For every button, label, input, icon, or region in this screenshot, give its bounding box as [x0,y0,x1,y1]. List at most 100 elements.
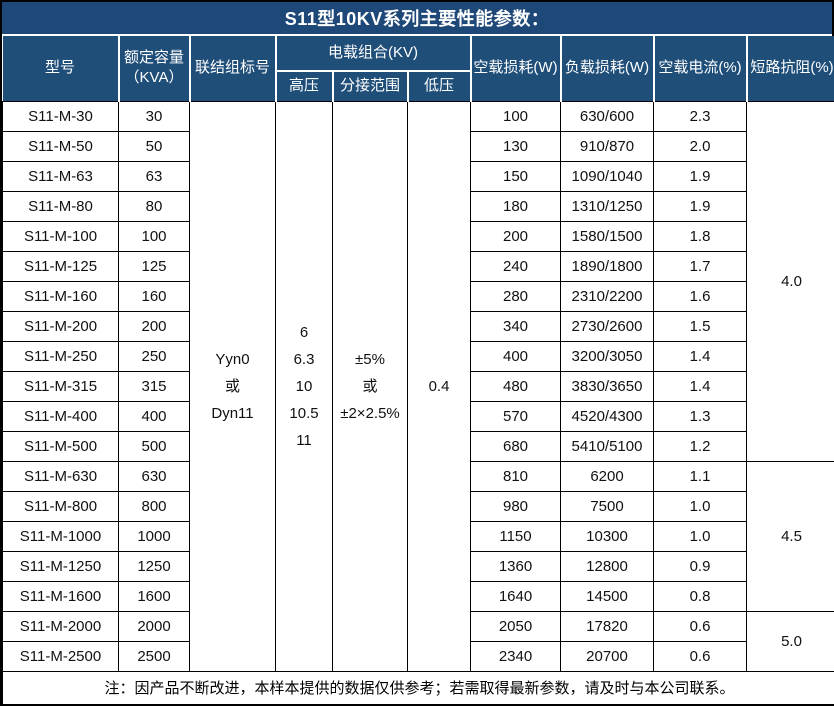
col-header-no-load-current: 空载电流(%) [652,36,748,102]
cell-no-load-current: 2.0 [653,130,747,162]
cell-no-load-loss: 980 [470,490,561,522]
cell-no-load-current: 1.9 [653,190,747,222]
cell-load-loss: 2730/2600 [560,310,654,342]
col-header-capacity: 额定容量 （KVA） [117,36,191,102]
cell-model: S11-M-100 [2,220,119,252]
cell-no-load-loss: 480 [470,370,561,402]
cell-no-load-loss: 2050 [470,610,561,642]
col-header-load-group: 电载组合(KV) [274,36,472,72]
cell-no-load-loss: 810 [470,460,561,492]
cell-no-load-current: 0.6 [653,610,747,642]
cell-no-load-current: 2.3 [653,100,747,132]
cell-no-load-loss: 1150 [470,520,561,552]
table-row: S11-M-200 200 340 2730/2600 1.5 [2,310,834,342]
table-body: S11-M-30 30 Yyn0 或 Dyn11 6 6.3 10 10.5 11 ±5… [2,100,834,672]
cell-no-load-current: 1.5 [653,310,747,342]
table-row: S11-M-1600 1600 1640 14500 0.8 [2,580,834,612]
cell-load-loss: 3830/3650 [560,370,654,402]
col-header-no-load-loss: 空载损耗(W) [469,36,562,102]
cell-capacity: 1600 [118,580,190,612]
table-row: S11-M-80 80 180 1310/1250 1.9 [2,190,834,222]
cell-no-load-current: 0.6 [653,640,747,672]
cell-no-load-loss: 570 [470,400,561,432]
cell-model: S11-M-1250 [2,550,119,582]
cell-capacity: 500 [118,430,190,462]
cell-no-load-current: 1.4 [653,340,747,372]
cell-no-load-current: 0.8 [653,580,747,612]
cell-load-loss: 1090/1040 [560,160,654,192]
cell-capacity: 630 [118,460,190,492]
cell-capacity: 315 [118,370,190,402]
table-row: S11-M-400 400 570 4520/4300 1.3 [2,400,834,432]
cell-model: S11-M-1600 [2,580,119,612]
cell-no-load-loss: 100 [470,100,561,132]
cell-load-loss: 1310/1250 [560,190,654,222]
cell-no-load-current: 1.3 [653,400,747,432]
cell-load-loss: 910/870 [560,130,654,162]
cell-no-load-current: 1.4 [653,370,747,402]
cell-load-loss: 5410/5100 [560,430,654,462]
cell-connection: Yyn0 或 Dyn11 [189,100,276,672]
col-header-short-circuit: 短路抗阻(%) [745,36,834,102]
cell-no-load-current: 1.0 [653,520,747,552]
cell-model: S11-M-2500 [2,640,119,672]
table-header: 型号 额定容量 （KVA） 联结组标号 电载组合(KV) 空载损耗(W) 负载损… [2,36,834,102]
table-row: S11-M-2000 2000 2050 17820 0.6 5.0 [2,610,834,672]
table-row: S11-M-2500 2500 2340 20700 0.6 [2,640,834,672]
cell-capacity: 400 [118,400,190,432]
col-header-model: 型号 [2,36,120,102]
cell-no-load-current: 1.6 [653,280,747,312]
cell-no-load-current: 1.7 [653,250,747,282]
cell-no-load-current: 1.8 [653,220,747,252]
cell-no-load-current: 1.0 [653,490,747,522]
cell-hv: 6 6.3 10 10.5 11 [275,100,333,672]
cell-capacity: 63 [118,160,190,192]
cell-no-load-loss: 240 [470,250,561,282]
cell-load-loss: 630/600 [560,100,654,132]
cell-load-loss: 4520/4300 [560,400,654,432]
cell-no-load-current: 0.9 [653,550,747,582]
cell-tap: ±5% 或 ±2×2.5% [332,100,408,672]
spec-table: 型号 额定容量 （KVA） 联结组标号 电载组合(KV) 空载损耗(W) 负载损… [2,36,834,705]
table-row: S11-M-125 125 240 1890/1800 1.7 [2,250,834,282]
table-title: S11型10KV系列主要性能参数： [2,2,832,36]
cell-capacity: 125 [118,250,190,282]
col-header-tap: 分接范围 [331,70,409,102]
cell-no-load-loss: 180 [470,190,561,222]
table-row: S11-M-63 63 150 1090/1040 1.9 [2,160,834,192]
table-row: S11-M-50 50 130 910/870 2.0 [2,130,834,162]
table-row: S11-M-500 500 680 5410/5100 1.2 [2,430,834,462]
cell-short-circuit: 4.5 [746,460,834,612]
table-row: S11-M-100 100 200 1580/1500 1.8 [2,220,834,252]
table-row: S11-M-250 250 400 3200/3050 1.4 [2,340,834,372]
col-header-hv: 高压 [275,70,334,102]
cell-model: S11-M-63 [2,160,119,192]
cell-capacity: 50 [118,130,190,162]
cell-load-loss: 14500 [560,580,654,612]
cell-short-circuit: 5.0 [746,610,834,672]
cell-load-loss: 6200 [560,460,654,492]
cell-capacity: 200 [118,310,190,342]
cell-no-load-loss: 1360 [470,550,561,582]
cell-capacity: 160 [118,280,190,312]
footnote: 注：因产品不断改进，本样本提供的数据仅供参考；若需取得最新参数，请及时与本公司联… [2,670,834,705]
col-header-lv: 低压 [406,70,472,102]
cell-capacity: 2000 [118,610,190,642]
cell-model: S11-M-250 [2,340,119,372]
cell-no-load-current: 1.1 [653,460,747,492]
cell-capacity: 30 [118,100,190,132]
cell-model: S11-M-80 [2,190,119,222]
cell-load-loss: 12800 [560,550,654,582]
cell-model: S11-M-400 [2,400,119,432]
table-row: S11-M-160 160 280 2310/2200 1.6 [2,280,834,312]
cell-no-load-loss: 200 [470,220,561,252]
cell-no-load-loss: 280 [470,280,561,312]
cell-load-loss: 1890/1800 [560,250,654,282]
cell-lv: 0.4 [407,100,471,672]
cell-model: S11-M-125 [2,250,119,282]
cell-no-load-current: 1.2 [653,430,747,462]
cell-capacity: 800 [118,490,190,522]
cell-load-loss: 2310/2200 [560,280,654,312]
cell-no-load-loss: 2340 [470,640,561,672]
